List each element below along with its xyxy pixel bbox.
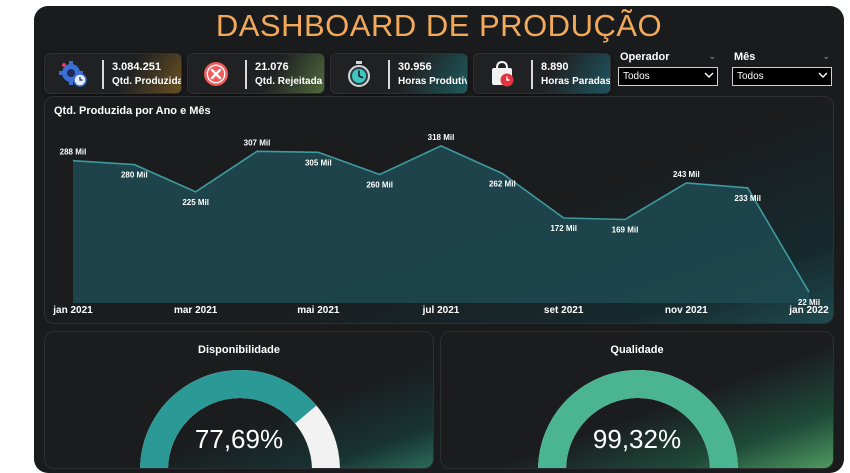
filter-operador-value: Todos [623, 71, 650, 82]
data-label: 243 Mil [673, 170, 700, 179]
dropdown-arrow-icon[interactable] [818, 71, 828, 81]
filter-mes-title: Mês [734, 51, 756, 63]
gauge-fill [538, 370, 738, 468]
filter-operador-title: Operador [620, 51, 670, 63]
area-chart[interactable]: 288 Mil 280 Mil 225 Mil 307 Mil 305 Mil 260 M… [45, 97, 834, 324]
gear-clock-icon [53, 59, 93, 89]
gauge-qualidade[interactable] [441, 332, 834, 469]
gauge-value-qualidade: 99,32% [592, 424, 682, 454]
data-label: 262 Mil [489, 180, 516, 189]
kpi-card-horas-produtivas[interactable]: 30.956 Horas Produtivas [330, 53, 468, 94]
kpi-card-horas-paradas[interactable]: 8.890 Horas Paradas [473, 53, 611, 94]
dropdown-arrow-icon[interactable] [704, 71, 714, 81]
shopping-bag-clock-icon [482, 59, 522, 89]
kpi-separator [245, 60, 247, 89]
kpi-value-rejeitada: 21.076 [255, 61, 289, 73]
kpi-label-horas-paradas: Horas Paradas [541, 76, 611, 87]
data-label: 307 Mil [244, 138, 271, 147]
data-label: 22 Mil [798, 298, 820, 307]
chart-panel: Qtd. Produzida por Ano e Mês 288 Mil 280 … [44, 96, 834, 324]
filter-operador-dropdown[interactable]: Todos [618, 67, 718, 86]
area-fill [73, 145, 809, 303]
kpi-card-rejeitada[interactable]: 21.076 Qtd. Rejeitada [187, 53, 325, 94]
data-label: 288 Mil [60, 148, 87, 157]
kpi-label-rejeitada: Qtd. Rejeitada [255, 76, 323, 87]
filter-mes: Mês ⌄ Todos [730, 51, 834, 89]
area-line [72, 145, 810, 293]
data-label: 318 Mil [428, 133, 455, 142]
x-tick-label: jul 2021 [422, 305, 460, 316]
kpi-separator [531, 60, 533, 89]
chart-title: Qtd. Produzida por Ano e Mês [54, 105, 211, 117]
chevron-down-icon[interactable]: ⌄ [822, 51, 830, 61]
data-label: 305 Mil [305, 158, 332, 167]
stopwatch-icon [339, 59, 379, 89]
data-label: 169 Mil [612, 225, 639, 234]
dashboard: DASHBOARD DE PRODUÇÃO 3.084.251 Qtd. Pro… [34, 6, 844, 473]
x-tick-label: nov 2021 [665, 305, 708, 316]
x-tick-label: mar 2021 [174, 305, 218, 316]
x-tick-label: jan 2022 [788, 305, 829, 316]
kpi-card-produzida[interactable]: 3.084.251 Qtd. Produzida [44, 53, 182, 94]
kpi-value-produzida: 3.084.251 [112, 61, 161, 73]
filter-mes-value: Todos [737, 71, 764, 82]
gauge-value-disponibilidade: 77,69% [194, 424, 284, 454]
data-label: 280 Mil [121, 171, 148, 180]
gauge-panel-disponibilidade: Disponibilidade 77,69% [44, 331, 434, 469]
gauge-title-disponibilidade: Disponibilidade [198, 344, 280, 356]
kpi-label-horas-produtivas: Horas Produtivas [398, 76, 467, 87]
kpi-label-produzida: Qtd. Produzida [112, 76, 182, 87]
data-label: 172 Mil [550, 224, 577, 233]
reject-x-icon [196, 59, 236, 89]
gauge-title-qualidade: Qualidade [610, 344, 664, 356]
x-tick-label: mai 2021 [297, 305, 340, 316]
data-label: 225 Mil [182, 198, 209, 207]
gauge-panel-qualidade: Qualidade 99,32% [440, 331, 834, 469]
gauge-disponibilidade[interactable] [45, 332, 434, 469]
x-tick-label: jan 2021 [52, 305, 93, 316]
chevron-down-icon[interactable]: ⌄ [708, 51, 716, 61]
kpi-value-horas-produtivas: 30.956 [398, 61, 432, 73]
filter-operador: Operador ⌄ Todos [616, 51, 720, 89]
x-tick-label: set 2021 [544, 305, 584, 316]
dashboard-title: DASHBOARD DE PRODUÇÃO [215, 8, 663, 43]
filter-mes-dropdown[interactable]: Todos [732, 67, 832, 86]
gauge-fill [140, 370, 317, 468]
kpi-value-horas-paradas: 8.890 [541, 61, 569, 73]
data-label: 233 Mil [734, 194, 761, 203]
data-label: 260 Mil [366, 181, 393, 190]
kpi-separator [102, 60, 104, 89]
kpi-separator [388, 60, 390, 89]
